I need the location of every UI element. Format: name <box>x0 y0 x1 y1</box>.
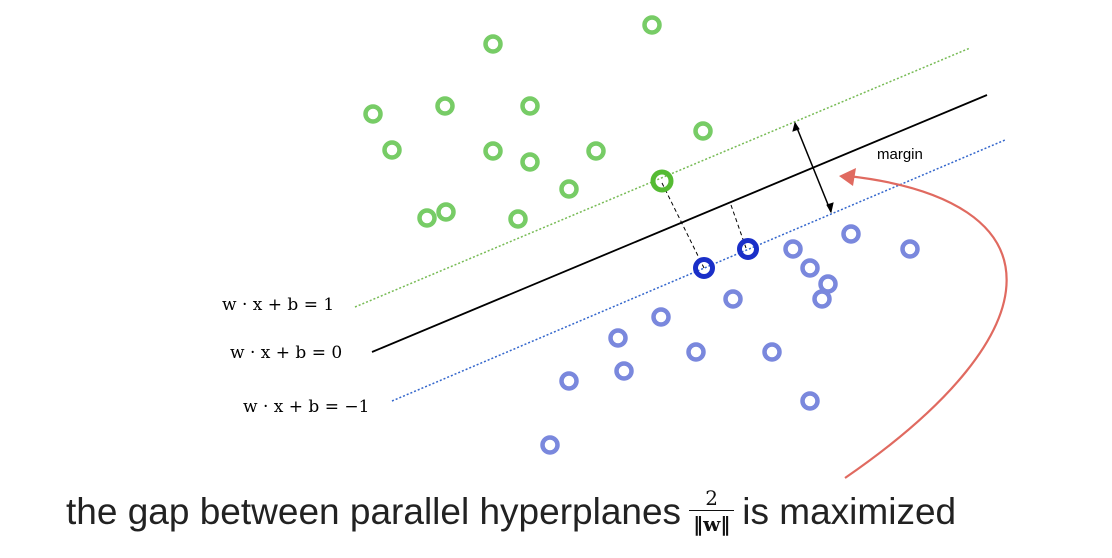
negative-point <box>800 391 820 411</box>
positive-point <box>693 121 713 141</box>
negative-point <box>841 224 861 244</box>
negative-point <box>812 289 832 309</box>
negative-point <box>559 371 579 391</box>
negative-point <box>651 307 671 327</box>
positive-margin-line <box>354 47 971 308</box>
negative-point <box>762 342 782 362</box>
support-vector-negative <box>737 238 759 260</box>
positive-point <box>586 141 606 161</box>
positive-point <box>435 96 455 116</box>
positive-point <box>436 202 456 222</box>
caption-text-after: is maximized <box>742 490 957 532</box>
negative-point <box>723 289 743 309</box>
support-vector-projection-dash <box>661 182 705 269</box>
support-vectors <box>650 169 759 279</box>
decision-boundary-line <box>371 94 988 353</box>
positive-point <box>483 34 503 54</box>
caption: the gap between parallel hyperplanes 2 ‖w‖… <box>66 488 956 534</box>
fraction-numerator: 2 <box>705 486 719 510</box>
equation-plus-one: w · x + b = 1 <box>222 295 335 315</box>
negative-point <box>540 435 560 455</box>
caption-text-before: the gap between parallel hyperplanes <box>66 490 682 532</box>
negative-point <box>900 239 920 259</box>
negative-point <box>818 274 838 294</box>
negative-class-points <box>540 224 920 455</box>
positive-point <box>520 96 540 116</box>
support-vector-negative <box>693 257 715 279</box>
margin-fraction: 2 ‖w‖ <box>689 486 735 534</box>
margin-label: margin <box>877 146 923 163</box>
fraction-denominator: ‖w‖ <box>689 510 735 534</box>
negative-point <box>614 361 634 381</box>
positive-point <box>483 141 503 161</box>
positive-point <box>382 140 402 160</box>
margin-arrow <box>792 121 834 214</box>
positive-point <box>508 209 528 229</box>
positive-point <box>363 104 383 124</box>
negative-point <box>686 342 706 362</box>
positive-class-points <box>363 15 713 229</box>
equation-minus-one: w · x + b = −1 <box>243 397 370 417</box>
positive-point <box>417 208 437 228</box>
positive-point <box>642 15 662 35</box>
pointer-arrow <box>839 168 1008 479</box>
equation-zero: w · x + b = 0 <box>230 343 343 363</box>
negative-point <box>783 239 803 259</box>
support-vector-positive <box>650 169 674 193</box>
positive-point <box>559 179 579 199</box>
negative-point <box>800 258 820 278</box>
positive-point <box>520 152 540 172</box>
negative-point <box>608 328 628 348</box>
